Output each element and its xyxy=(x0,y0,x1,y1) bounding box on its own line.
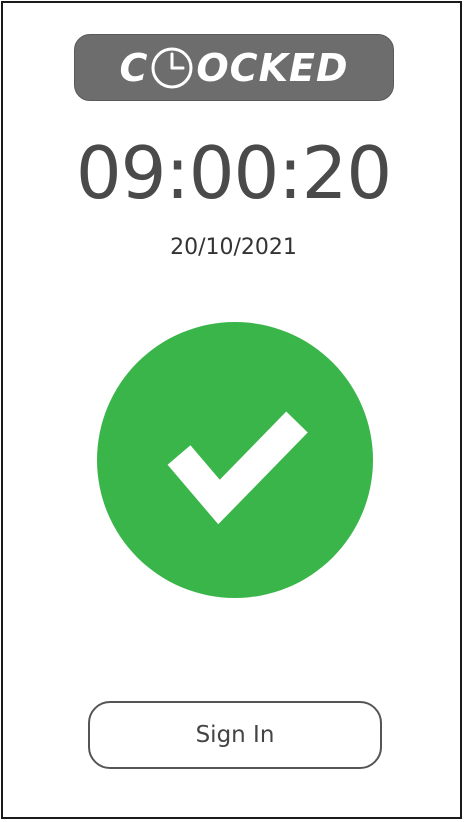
clock-icon xyxy=(150,46,194,90)
sign-in-button[interactable]: Sign In xyxy=(88,701,382,769)
logo-text-end: OCKED xyxy=(196,45,349,90)
app-logo: C OCKED xyxy=(74,34,394,101)
success-indicator xyxy=(97,322,373,598)
checkmark-icon xyxy=(167,411,308,525)
logo-wordmark: C OCKED xyxy=(119,46,348,90)
current-time: 09:00:20 xyxy=(75,131,392,215)
logo-text-start: C xyxy=(119,45,149,90)
current-date: 20/10/2021 xyxy=(170,235,297,260)
